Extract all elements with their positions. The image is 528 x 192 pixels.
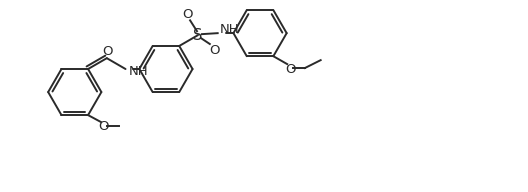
Text: O: O <box>210 44 220 57</box>
Text: O: O <box>99 120 109 133</box>
Text: O: O <box>102 45 113 58</box>
Text: S: S <box>193 28 203 43</box>
Text: NH: NH <box>220 23 239 36</box>
Text: O: O <box>182 8 192 21</box>
Text: NH: NH <box>128 65 148 79</box>
Text: O: O <box>285 63 295 75</box>
